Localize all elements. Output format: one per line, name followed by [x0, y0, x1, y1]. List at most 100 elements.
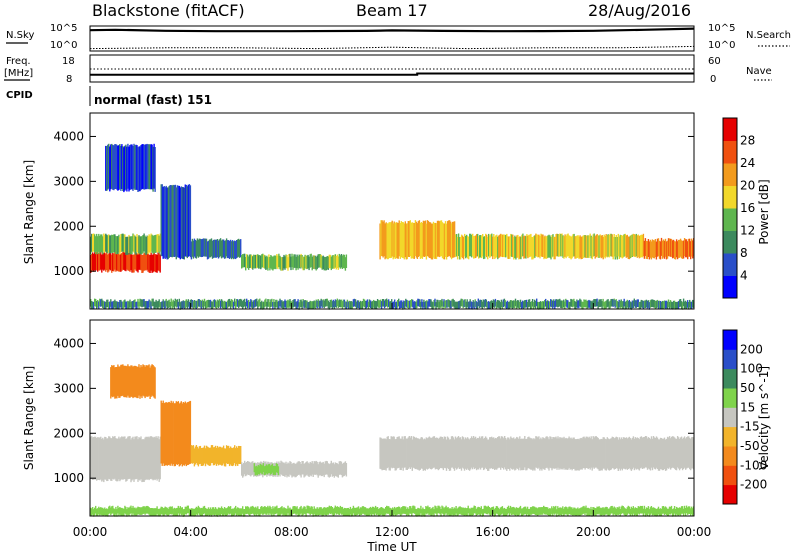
- heatmap-cell: [152, 235, 154, 254]
- heatmap-cell: [146, 235, 148, 254]
- heatmap-cell: [511, 437, 513, 470]
- heatmap-cell: [152, 298, 154, 307]
- heatmap-cell: [208, 239, 211, 258]
- heatmap-cell: [515, 438, 517, 470]
- heatmap-cell: [668, 238, 671, 257]
- heatmap-cell: [183, 402, 185, 466]
- heatmap-cell: [498, 235, 500, 258]
- heatmap-cell: [530, 438, 532, 470]
- heatmap-cell: [279, 298, 281, 307]
- colorbar-tick-label: 8: [740, 246, 748, 260]
- heatmap-cell: [574, 439, 576, 471]
- heatmap-cell: [362, 506, 365, 514]
- heatmap-cell: [232, 447, 235, 466]
- heatmap-cell: [213, 508, 216, 517]
- heatmap-cell: [497, 300, 500, 308]
- heatmap-cell: [444, 436, 447, 469]
- heatmap-cell: [447, 437, 450, 469]
- heatmap-cell: [248, 256, 250, 270]
- heatmap-cell: [672, 239, 675, 258]
- heatmap-cell: [149, 255, 151, 273]
- heatmap-cell: [663, 507, 666, 515]
- heatmap-cell: [588, 235, 590, 258]
- heatmap-cell: [181, 301, 183, 309]
- heatmap-cell: [397, 222, 399, 259]
- heatmap-cell: [626, 507, 628, 515]
- heatmap-cell: [469, 508, 471, 517]
- heatmap-cell: [264, 506, 266, 514]
- heatmap-cell: [592, 234, 594, 257]
- heatmap-cell: [523, 506, 526, 515]
- heatmap-cell: [167, 402, 169, 466]
- heatmap-cell: [477, 233, 479, 257]
- heatmap-cell: [132, 366, 134, 399]
- heatmap-cell: [637, 438, 640, 470]
- heatmap-cell: [558, 234, 560, 257]
- heatmap-cell: [268, 464, 271, 473]
- heatmap-cell: [143, 506, 145, 514]
- heatmap-cell: [647, 239, 650, 257]
- heatmap-cell: [296, 254, 298, 269]
- heatmap-cell: [633, 298, 635, 307]
- heatmap-cell: [582, 235, 584, 259]
- heatmap-cell: [93, 253, 95, 272]
- heatmap-cell: [328, 302, 330, 310]
- heatmap-cell: [254, 299, 256, 308]
- heatmap-cell: [493, 437, 495, 469]
- heatmap-cell: [126, 251, 128, 270]
- heatmap-cell: [482, 438, 485, 471]
- heatmap-cell: [314, 508, 316, 517]
- heatmap-cell: [279, 463, 281, 477]
- heatmap-cell: [171, 402, 173, 466]
- heatmap-cell: [687, 507, 689, 515]
- heatmap-cell: [227, 506, 230, 514]
- heatmap-cell: [189, 185, 192, 258]
- heatmap-cell: [540, 437, 542, 469]
- heatmap-cell: [634, 507, 636, 515]
- heatmap-cell: [457, 507, 459, 516]
- heatmap-cell: [438, 437, 441, 470]
- heatmap-cell: [340, 254, 343, 268]
- heatmap-cell: [406, 508, 408, 517]
- heatmap-cell: [582, 436, 584, 469]
- heatmap-cell: [149, 235, 151, 254]
- heatmap-cell: [513, 300, 516, 309]
- heatmap-cell: [658, 240, 661, 259]
- heatmap-cell: [311, 256, 313, 271]
- heatmap-cell: [672, 508, 675, 516]
- heatmap-cell: [663, 437, 666, 469]
- heatmap-cell: [653, 507, 656, 516]
- heatmap-cell: [400, 438, 402, 471]
- heatmap-cell: [143, 439, 145, 482]
- heatmap-cell: [162, 186, 164, 259]
- heatmap-cell: [142, 506, 144, 514]
- heatmap-cell: [192, 240, 195, 259]
- heatmap-cell: [282, 256, 284, 271]
- heatmap-cell: [104, 507, 106, 516]
- heatmap-cell: [651, 438, 654, 471]
- heatmap-cell: [384, 438, 386, 470]
- heatmap-cell: [240, 298, 242, 307]
- heatmap-cell: [615, 508, 617, 517]
- heatmap-cell: [202, 300, 205, 309]
- heatmap-cell: [507, 302, 510, 310]
- heatmap-cell: [385, 439, 387, 471]
- heatmap-cell: [118, 507, 120, 516]
- heatmap-cell: [165, 298, 167, 307]
- heatmap-cell: [661, 506, 664, 514]
- heatmap-cell: [450, 436, 453, 468]
- heatmap-cell: [548, 301, 550, 309]
- heatmap-cell: [184, 506, 186, 515]
- heatmap-cell: [333, 255, 335, 269]
- heatmap-cell: [235, 301, 237, 309]
- heatmap-cell: [365, 508, 368, 516]
- heatmap-cell: [171, 301, 173, 310]
- heatmap-cell: [469, 233, 471, 257]
- heatmap-cell: [380, 437, 382, 470]
- heatmap-cell: [297, 256, 299, 270]
- heatmap-cell: [150, 301, 152, 309]
- heatmap-cell: [432, 506, 434, 515]
- heatmap-cell: [284, 463, 286, 477]
- heatmap-cell: [537, 508, 539, 516]
- heatmap-cell: [133, 439, 135, 482]
